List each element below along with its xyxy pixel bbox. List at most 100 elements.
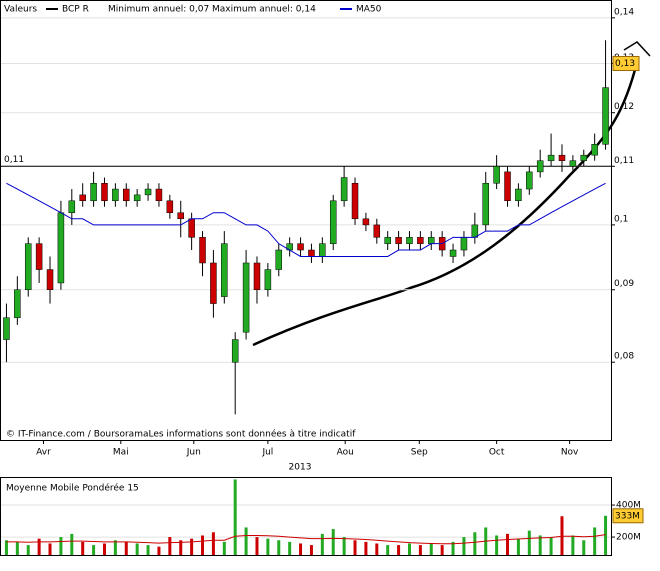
- volume-bar: [288, 541, 292, 555]
- volume-bar: [527, 530, 531, 555]
- candle-body: [417, 237, 424, 244]
- candle-body: [144, 188, 152, 196]
- candle-body: [79, 194, 86, 202]
- candle-body: [199, 237, 206, 264]
- candle-body: [177, 212, 184, 220]
- candle-body: [123, 188, 130, 202]
- candle-body: [319, 243, 326, 257]
- candle-body: [493, 166, 500, 184]
- volume-bar: [353, 540, 357, 555]
- candle-body: [101, 183, 108, 202]
- volume-bar: [364, 541, 368, 555]
- candle-body: [428, 237, 435, 244]
- volume-bar: [277, 540, 281, 555]
- volume-bar: [506, 533, 510, 555]
- volume-bar: [255, 537, 259, 555]
- candle-body: [14, 289, 21, 318]
- candle-body: [602, 87, 609, 145]
- candle-body: [395, 237, 402, 244]
- candle-body: [591, 144, 598, 156]
- volume-bar: [4, 540, 8, 555]
- trend-arrow: [623, 41, 651, 57]
- volume-bar: [135, 543, 139, 555]
- volume-bar: [560, 516, 564, 555]
- candle-body: [90, 183, 97, 202]
- volume-bar: [59, 537, 63, 555]
- volume-bar: [299, 543, 303, 555]
- y-tick-label: 200M: [616, 533, 641, 543]
- volume-bar: [462, 537, 466, 555]
- candle-body: [221, 243, 228, 297]
- last-price-label: 0,13: [615, 59, 635, 69]
- candle-body: [210, 262, 217, 304]
- volume-title: Moyenne Mobile Pondérée 15: [6, 483, 139, 494]
- x-axis-label: 2013: [289, 463, 312, 473]
- candle-body: [188, 218, 195, 238]
- candle-body: [580, 154, 588, 161]
- candle-body: [515, 188, 522, 202]
- candle-body: [253, 262, 261, 290]
- candle-body: [231, 339, 239, 363]
- volume-bar: [309, 545, 313, 555]
- candle-body: [449, 249, 457, 257]
- candle-body: [547, 154, 555, 161]
- volume-bar: [516, 538, 520, 555]
- candle-body: [482, 183, 489, 226]
- x-tick-label: Sep: [411, 448, 428, 458]
- y-tick-label: 0,14: [614, 7, 634, 17]
- x-tick-label: Jul: [261, 448, 273, 458]
- volume-bar: [429, 543, 433, 555]
- volume-bar: [593, 527, 597, 555]
- reference-label: 0,11: [4, 155, 24, 165]
- volume-bar: [386, 545, 390, 555]
- y-tick-label: 0,1: [614, 214, 628, 224]
- candle-body: [24, 243, 32, 290]
- candle-body: [351, 183, 359, 220]
- candle-body: [112, 188, 119, 202]
- last-volume-label: 333M: [615, 511, 640, 521]
- candle-body: [558, 154, 566, 161]
- legend-title: Valeurs: [4, 5, 37, 15]
- volume-bar: [495, 535, 499, 555]
- volume-bar: [211, 532, 215, 555]
- x-tick-label: Mai: [113, 448, 129, 458]
- y-tick-label: 0,09: [614, 279, 634, 289]
- volume-bar: [440, 545, 444, 555]
- x-tick-label: Oct: [489, 448, 505, 458]
- candle-body: [329, 200, 337, 244]
- volume-bar: [418, 545, 422, 555]
- candle-body: [471, 224, 479, 238]
- volume-frame: [0, 477, 612, 556]
- price-frame: [0, 0, 612, 441]
- x-tick-label: Avr: [36, 448, 51, 458]
- volume-bar: [179, 540, 183, 555]
- volume-bar: [102, 543, 106, 555]
- candle-body: [264, 269, 272, 290]
- volume-bar: [124, 541, 128, 555]
- volume-bar: [266, 538, 270, 555]
- candle-body: [3, 317, 10, 340]
- candle-body: [68, 200, 76, 213]
- candle-body: [275, 249, 283, 270]
- candle-body: [536, 160, 544, 173]
- candle-body: [155, 188, 163, 202]
- candle-body: [308, 249, 315, 257]
- volume-bar: [201, 535, 205, 555]
- candle-body: [297, 243, 304, 251]
- x-tick-label: Aou: [337, 448, 354, 458]
- volume-bar: [37, 538, 41, 555]
- candle-body: [384, 237, 391, 244]
- candle-body: [504, 171, 511, 202]
- y-tick-label: 0,11: [614, 156, 634, 166]
- volume-ma-line: [6, 534, 606, 545]
- volume-bar: [48, 543, 52, 555]
- candle-body: [242, 262, 250, 333]
- candle-body: [133, 194, 141, 202]
- volume-bar: [473, 532, 477, 555]
- volume-bar: [70, 533, 74, 555]
- volume-bar: [604, 515, 608, 555]
- volume-bar: [538, 535, 542, 555]
- volume-bar: [407, 543, 411, 555]
- x-tick-label: Jun: [186, 448, 201, 458]
